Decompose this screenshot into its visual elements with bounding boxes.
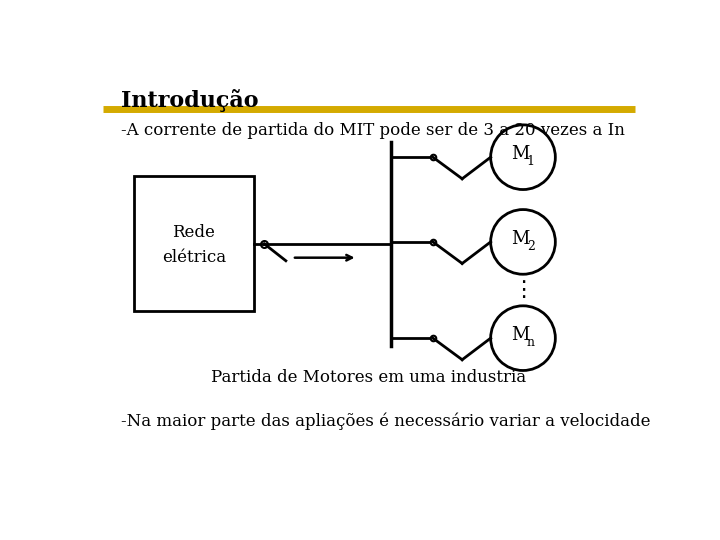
Text: 2: 2	[527, 240, 535, 253]
Text: -A corrente de partida do MIT pode ser de 3 a 20 vezes a In: -A corrente de partida do MIT pode ser d…	[121, 122, 625, 139]
Text: Partida de Motores em uma industria: Partida de Motores em uma industria	[212, 369, 526, 386]
Text: M: M	[510, 326, 529, 344]
Text: n: n	[527, 336, 535, 349]
Text: Introdução: Introdução	[121, 90, 258, 112]
Text: 1: 1	[527, 156, 535, 168]
Text: ⋮: ⋮	[512, 280, 534, 300]
Circle shape	[490, 125, 555, 190]
Text: elétrica: elétrica	[162, 249, 226, 266]
Circle shape	[490, 306, 555, 370]
Text: M: M	[510, 145, 529, 163]
Text: Rede: Rede	[172, 224, 215, 241]
Circle shape	[490, 210, 555, 274]
Text: -Na maior parte das apliações é necessário variar a velocidade: -Na maior parte das apliações é necessár…	[121, 413, 651, 430]
Bar	[134, 177, 253, 311]
Text: M: M	[510, 230, 529, 248]
